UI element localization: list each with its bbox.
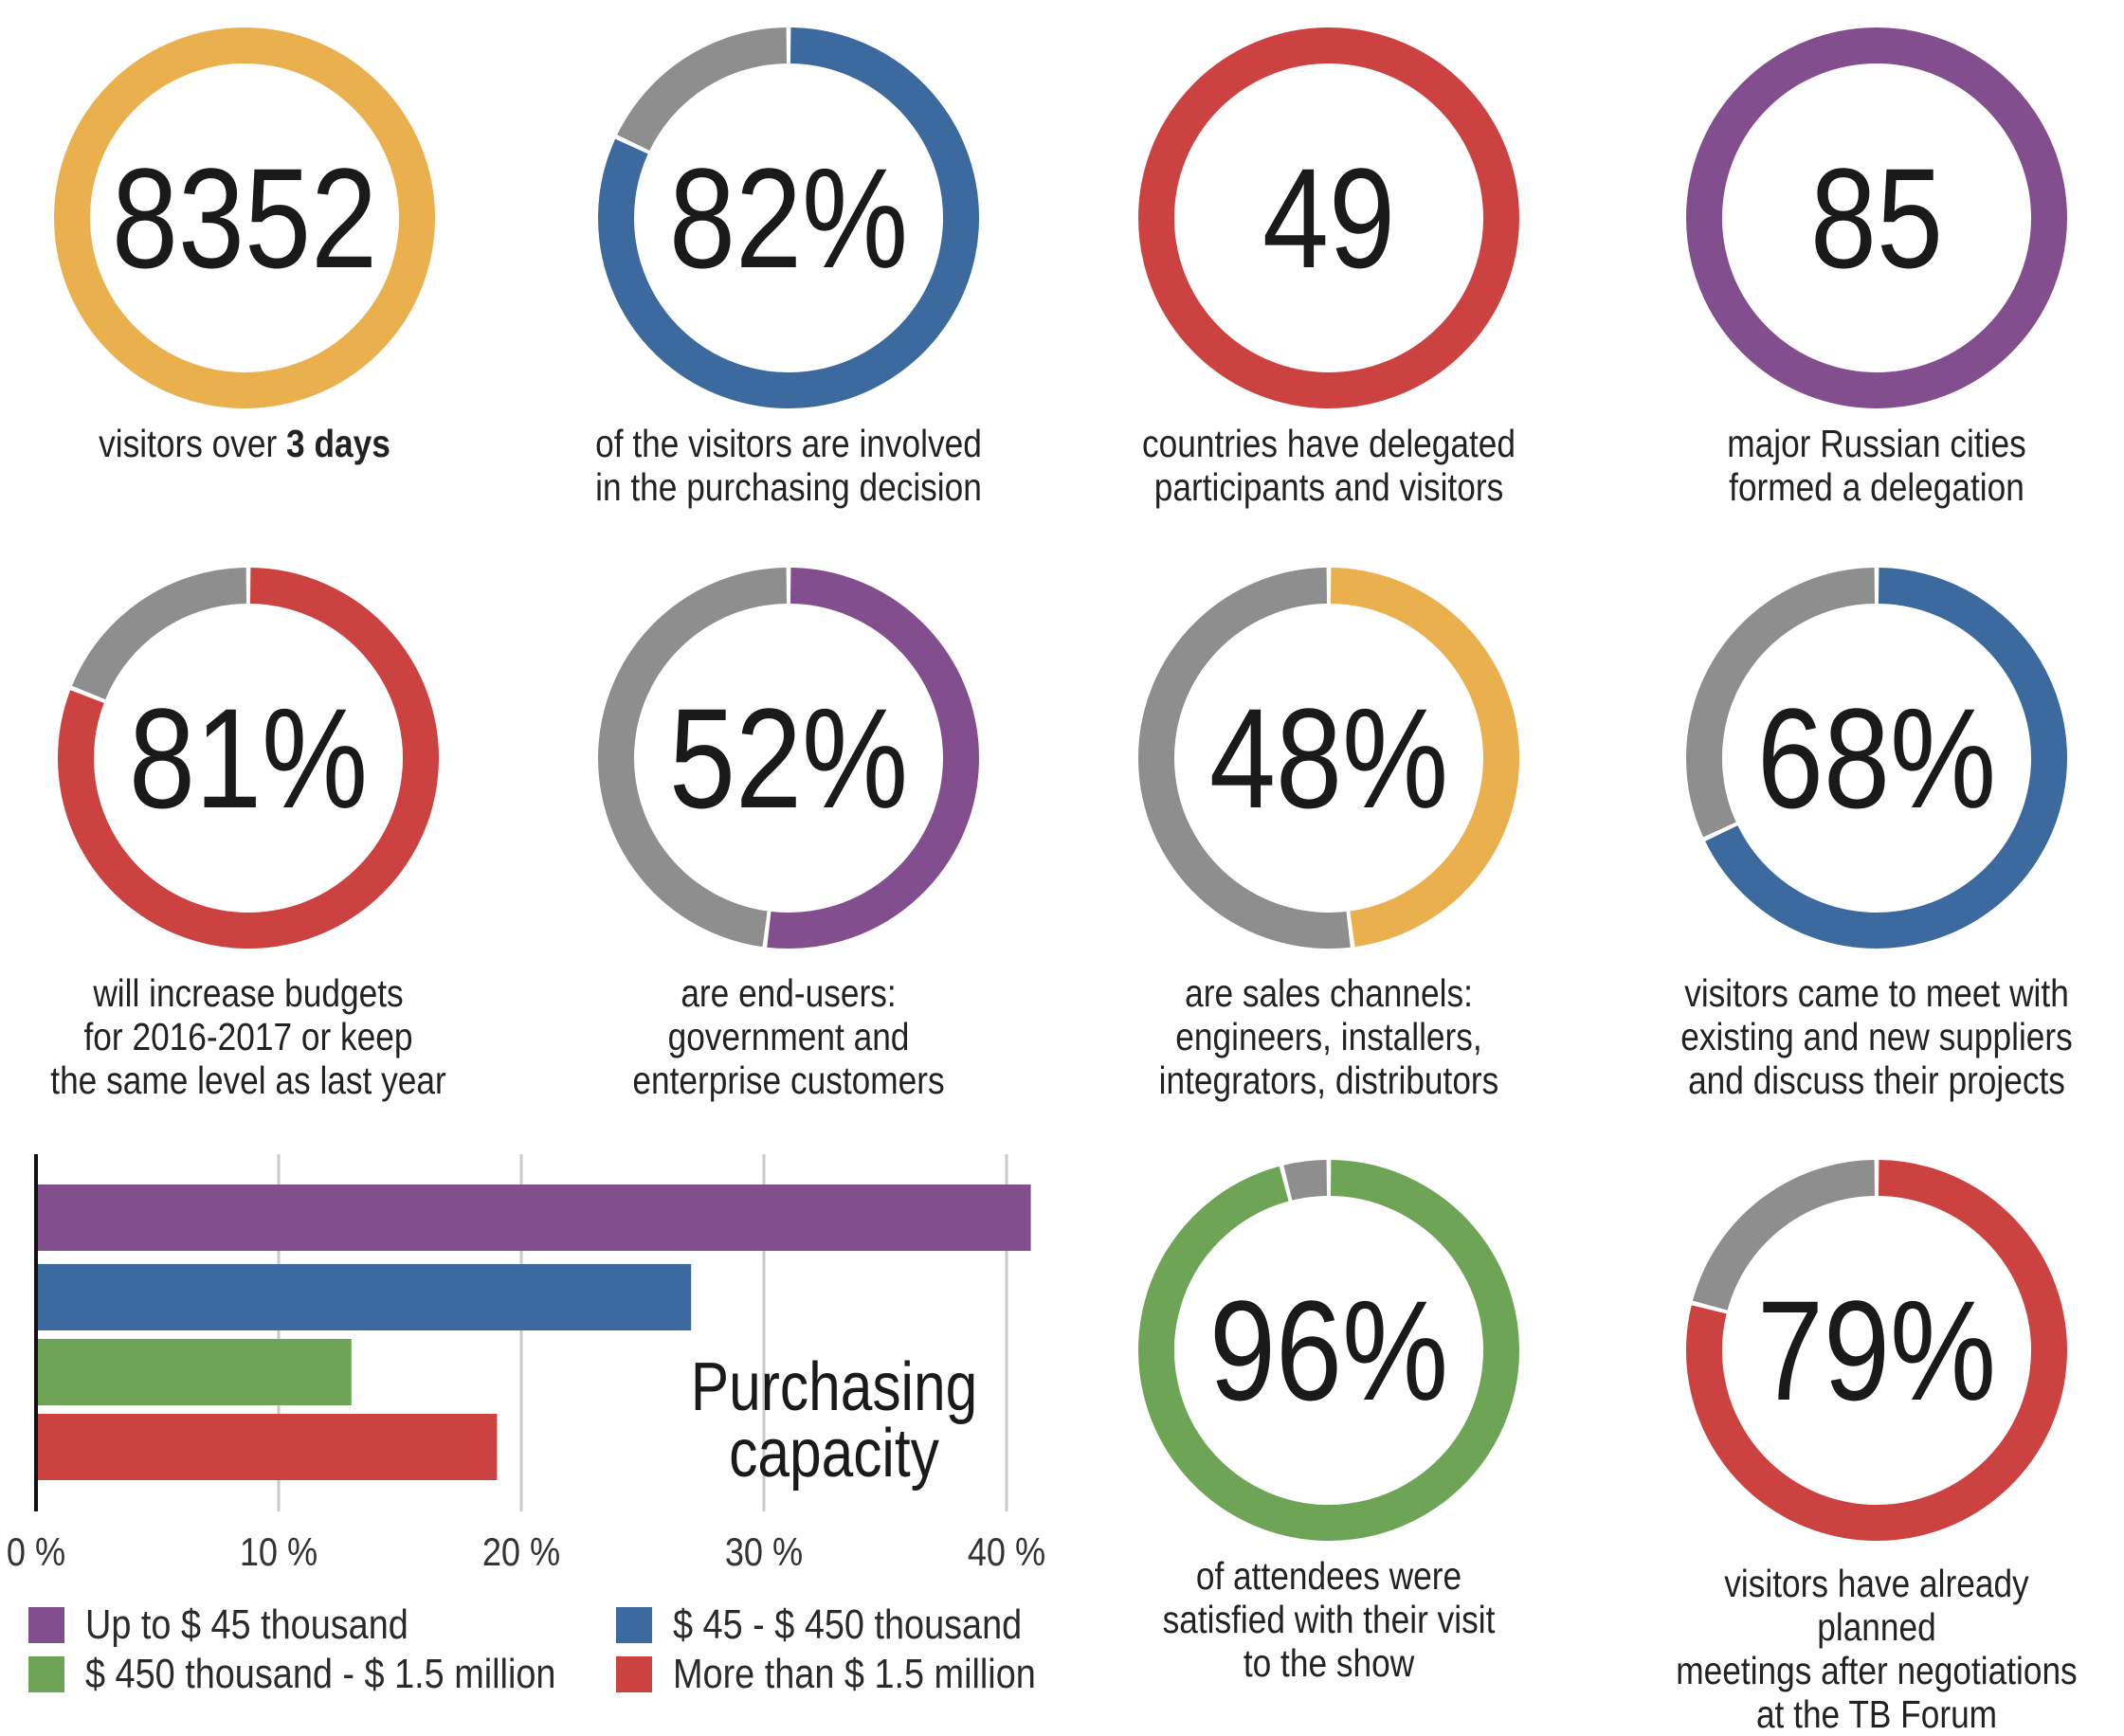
ring-remainder-arc [598,568,788,948]
chart-title-line: Purchasing [691,1349,977,1425]
caption-line: visitors over [99,422,287,465]
ring-value-arc [58,568,439,949]
stat-value: 81% [129,680,368,839]
x-tick-label: 20 % [482,1531,560,1575]
legend-label: $ 450 thousand - $ 1.5 million [85,1651,556,1697]
legend-swatch [616,1656,652,1692]
ring-remainder-arc [1686,568,1876,838]
ring-remainder-arc [1138,568,1351,949]
legend-item: More than $ 1.5 million [616,1651,1095,1698]
bar-1 [36,1184,1031,1251]
ring-full [1138,27,1519,408]
stat-value: 49 [1262,140,1395,298]
ring-value-arc [767,568,979,949]
stat-caption: of attendees were satisfied with their vi… [1116,1554,1540,1685]
caption-line: meetings after negotiations [1676,1649,2078,1692]
chart-title-line: capacity [729,1416,939,1492]
stat-value: 82% [669,140,908,298]
stat-ring-7: 48% [1138,568,1519,949]
stat-caption: visitors came to meet with existing and n… [1664,971,2088,1102]
legend-label: $ 45 - $ 450 thousand [673,1601,1023,1648]
stat-caption: major Russian cities formed a delegation [1664,422,2088,509]
ring-value-arc [598,27,979,408]
stat-caption: are end-users: government and enterprise c… [576,971,1000,1102]
legend-label: Up to $ 45 thousand [85,1601,408,1648]
caption-line: in the purchasing decision [595,465,982,509]
legend-swatch [616,1607,652,1643]
stat-value: 8352 [112,140,377,298]
caption-line: to the show [1243,1641,1415,1685]
stat-caption: countries have delegated participants and… [1116,422,1540,509]
stat-ring-3: 49 [1138,27,1519,408]
caption-line: engineers, installers, [1175,1015,1482,1058]
caption-line: formed a delegation [1729,465,2024,509]
stat-ring-5: 81% [58,568,439,949]
x-tick-label: 40 % [968,1531,1045,1575]
legend-label: More than $ 1.5 million [673,1651,1036,1697]
stat-ring-2: 82% [598,27,979,408]
x-tick-label: 0 % [7,1531,65,1575]
stat-ring-9: 96% [1138,1160,1519,1541]
legend-item: $ 45 - $ 450 thousand [616,1601,1079,1649]
caption-line: are sales channels: [1185,971,1473,1015]
ring-full [1686,27,2067,408]
stat-value: 85 [1810,140,1943,298]
ring-value-arc [1138,1160,1519,1541]
caption-line: participants and visitors [1153,465,1504,509]
ring-remainder-arc [72,568,247,700]
caption-line: existing and new suppliers [1680,1015,2073,1058]
caption-line: and discuss their projects [1688,1058,2065,1102]
caption-line: of the visitors are involved [595,422,982,465]
caption-line: government and [667,1015,910,1058]
bar-4 [36,1414,498,1480]
legend-item: $ 450 thousand - $ 1.5 million [28,1651,632,1698]
stat-value: 68% [1757,680,1996,839]
stat-value: 79% [1757,1273,1996,1431]
stat-caption: will increase budgets for 2016-2017 or ke… [36,971,460,1102]
ring-remainder-arc [1692,1160,1876,1311]
legend-item: Up to $ 45 thousand [28,1601,461,1649]
caption-line: of attendees were [1195,1554,1462,1598]
stat-value: 52% [669,680,908,839]
stat-ring-6: 52% [598,568,979,949]
caption-line: visitors came to meet with [1684,971,2069,1015]
stat-caption: visitors have already planned meetings af… [1664,1562,2088,1736]
caption-bold: 3 days [286,422,390,465]
stat-rings: 8352 82% 49 85 81% 52% 48% 68% 96% 79% [54,27,2067,1541]
ring-remainder-arc [1283,1160,1328,1201]
legend-swatch [28,1656,64,1692]
ring-value-arc [1330,568,1519,948]
stat-ring-4: 85 [1686,27,2067,408]
caption-line: major Russian cities [1727,422,2026,465]
stat-value: 96% [1209,1273,1448,1431]
x-tick-label: 10 % [240,1531,318,1575]
caption-line: enterprise customers [632,1058,945,1102]
ring-full [54,27,435,408]
caption-line: will increase budgets [93,971,404,1015]
stat-caption: of the visitors are involved in the purch… [576,422,1000,509]
stat-caption: are sales channels: engineers, installers… [1116,971,1540,1102]
caption-line: countries have delegated [1141,422,1516,465]
stat-caption: visitors over 3 days [32,422,456,465]
ring-remainder-arc [617,27,788,152]
bar-2 [36,1264,692,1330]
caption-line: for 2016-2017 or keep [83,1015,413,1058]
bar-3 [36,1339,352,1405]
caption-line: at the TB Forum [1755,1692,1998,1736]
ring-value-arc [1686,1160,2067,1541]
ring-value-arc [1705,568,2067,949]
caption-line: integrators, distributors [1158,1058,1499,1102]
stat-value: 48% [1209,680,1448,839]
caption-line: the same level as last year [50,1058,446,1102]
x-tick-label: 30 % [725,1531,803,1575]
stat-ring-1: 8352 [54,27,435,408]
caption-line: visitors have already planned [1724,1562,2029,1649]
stat-ring-10: 79% [1686,1160,2067,1541]
caption-line: are end-users: [681,971,897,1015]
stat-ring-8: 68% [1686,568,2067,949]
caption-line: satisfied with their visit [1162,1598,1496,1641]
legend-swatch [28,1607,64,1643]
